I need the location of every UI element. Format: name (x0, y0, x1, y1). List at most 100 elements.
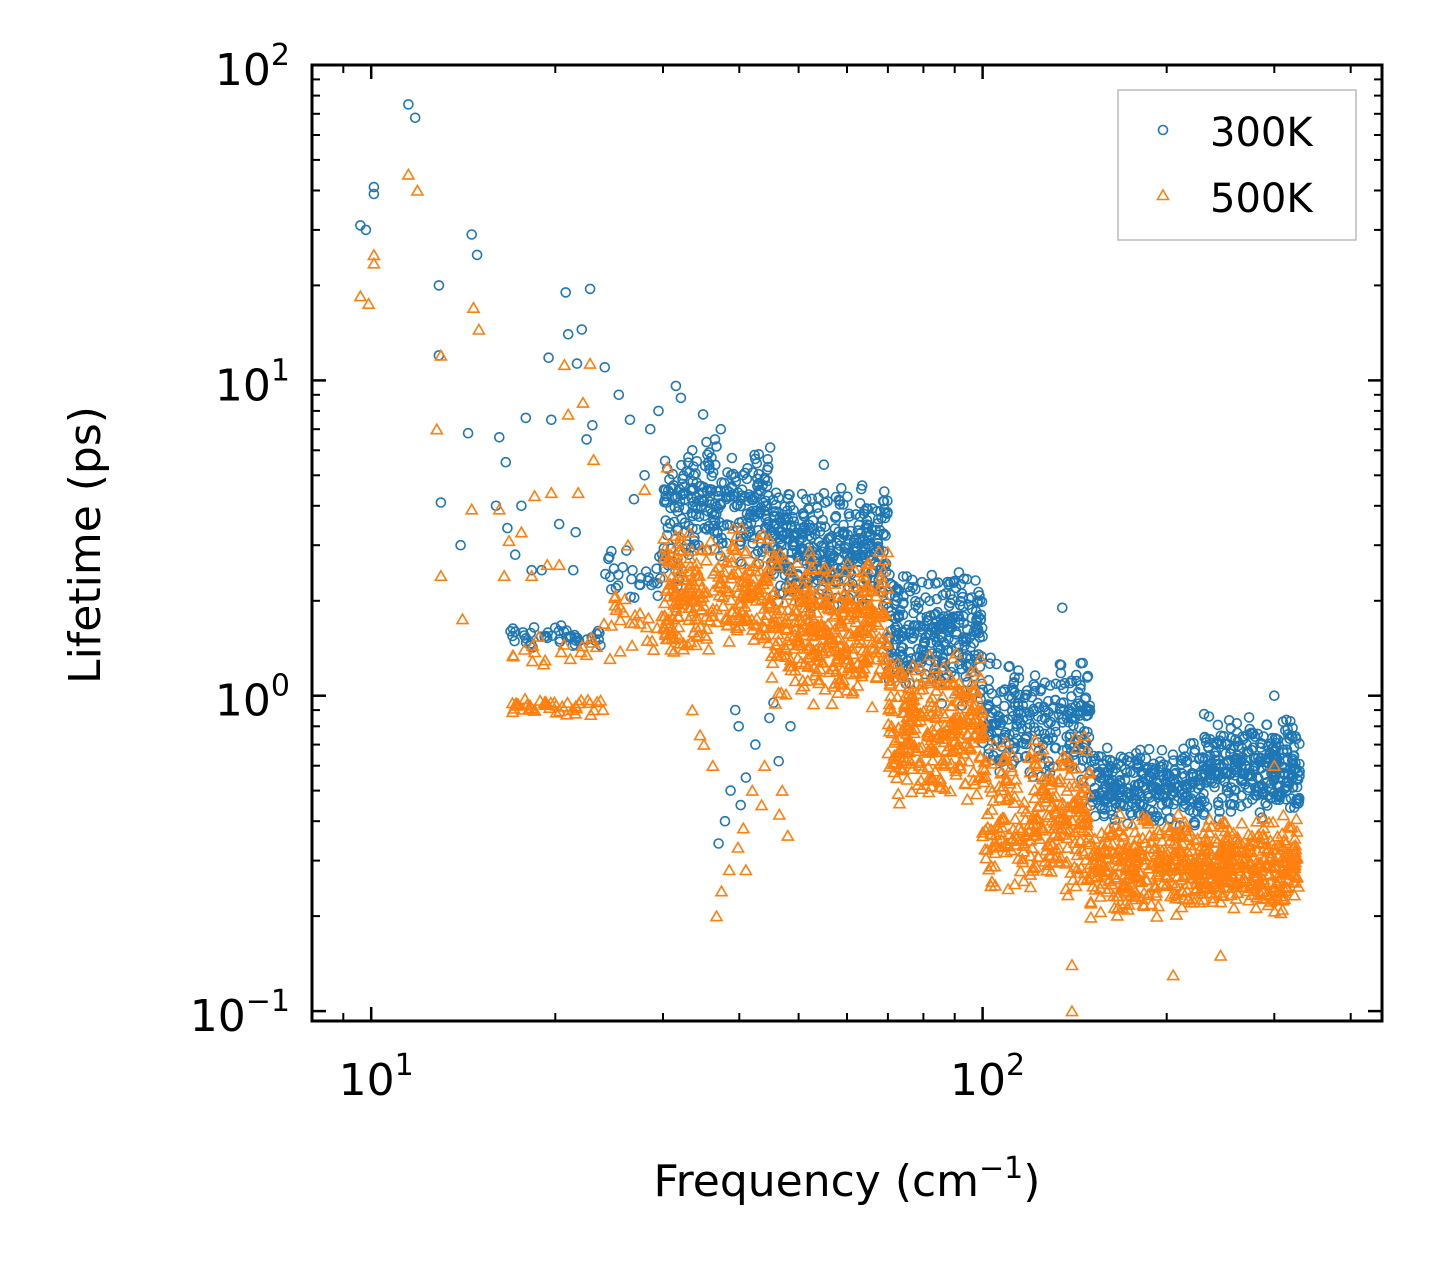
point-500k (768, 619, 783, 632)
point-300k (612, 580, 624, 591)
point-300k (882, 495, 893, 507)
point-500k (658, 541, 672, 554)
point-300k (991, 695, 1003, 707)
point-300k (1134, 798, 1146, 810)
point-500k (711, 560, 726, 573)
point-500k (920, 725, 935, 738)
point-300k (910, 600, 921, 611)
point-300k (806, 493, 818, 505)
point-300k (1020, 733, 1031, 744)
point-300k (1021, 731, 1032, 743)
point-300k (1211, 738, 1222, 750)
point-500k (900, 722, 915, 735)
point-300k (500, 456, 512, 468)
point-300k (971, 616, 983, 628)
point-300k (970, 606, 982, 617)
point-300k (466, 229, 478, 240)
point-300k (1274, 791, 1285, 803)
point-300k (784, 533, 796, 545)
point-500k (842, 612, 857, 625)
point-500k (1007, 789, 1022, 802)
point-500k (770, 560, 785, 573)
point-500k (572, 696, 586, 709)
point-500k (1060, 831, 1075, 844)
point-500k (759, 628, 773, 641)
point-500k (698, 629, 713, 641)
point-500k (852, 628, 867, 641)
point-500k (881, 581, 895, 594)
point-300k (753, 468, 765, 480)
point-300k (807, 515, 819, 526)
point-300k (1210, 750, 1221, 762)
point-300k (571, 358, 583, 369)
point-300k (1024, 709, 1036, 721)
point-500k (687, 578, 702, 591)
point-500k (783, 653, 798, 666)
point-300k (708, 526, 720, 537)
point-300k (1291, 773, 1303, 785)
point-300k (985, 652, 996, 664)
point-500k (895, 706, 910, 718)
point-300k (953, 610, 964, 622)
point-500k (527, 703, 542, 716)
point-300k (1160, 782, 1171, 794)
point-300k (903, 619, 915, 631)
point-300k (1224, 799, 1236, 810)
point-500k (694, 602, 709, 615)
legend-label-500k: 500K (1210, 176, 1314, 222)
point-500k (691, 628, 706, 641)
point-500k (821, 626, 835, 639)
point-500k (695, 543, 709, 556)
point-500k (943, 784, 958, 797)
point-500k (711, 542, 726, 555)
point-300k (1039, 677, 1051, 689)
point-300k (716, 477, 727, 488)
legend-label-300k: 300K (1210, 110, 1314, 156)
point-300k (1012, 697, 1024, 709)
point-300k (1045, 680, 1056, 691)
point-500k (871, 584, 885, 597)
point-300k (1071, 708, 1083, 720)
point-300k (1103, 765, 1114, 776)
point-500k (948, 710, 963, 723)
point-500k (913, 660, 927, 673)
point-500k (712, 579, 727, 592)
point-500k (680, 638, 695, 651)
point-500k (958, 777, 973, 790)
point-500k (689, 638, 703, 651)
point-500k (944, 699, 958, 712)
point-500k (670, 570, 685, 582)
point-500k (608, 598, 622, 611)
point-300k (1185, 782, 1196, 793)
point-300k (1117, 783, 1128, 795)
point-300k (748, 505, 759, 517)
point-500k (816, 562, 831, 575)
point-500k (699, 553, 714, 566)
point-300k (1018, 706, 1030, 718)
point-500k (579, 648, 594, 661)
point-500k (520, 698, 534, 711)
point-500k (613, 644, 628, 657)
point-300k (797, 546, 809, 558)
point-500k (525, 654, 540, 667)
point-500k (924, 740, 939, 752)
point-500k (893, 679, 908, 692)
point-300k (822, 495, 833, 507)
point-500k (804, 551, 818, 564)
point-300k (1238, 733, 1249, 745)
point-300k (930, 578, 941, 589)
point-300k (686, 444, 698, 456)
point-500k (851, 602, 866, 615)
point-300k (1220, 768, 1232, 779)
point-500k (891, 787, 906, 800)
point-300k (834, 495, 846, 507)
point-500k (734, 520, 749, 533)
point-300k (1205, 764, 1217, 775)
point-500k (954, 753, 969, 766)
point-500k (836, 619, 851, 632)
point-300k (1152, 784, 1164, 796)
point-300k (1082, 670, 1094, 682)
point-500k (936, 706, 950, 719)
point-300k (642, 575, 654, 587)
point-300k (635, 572, 647, 584)
